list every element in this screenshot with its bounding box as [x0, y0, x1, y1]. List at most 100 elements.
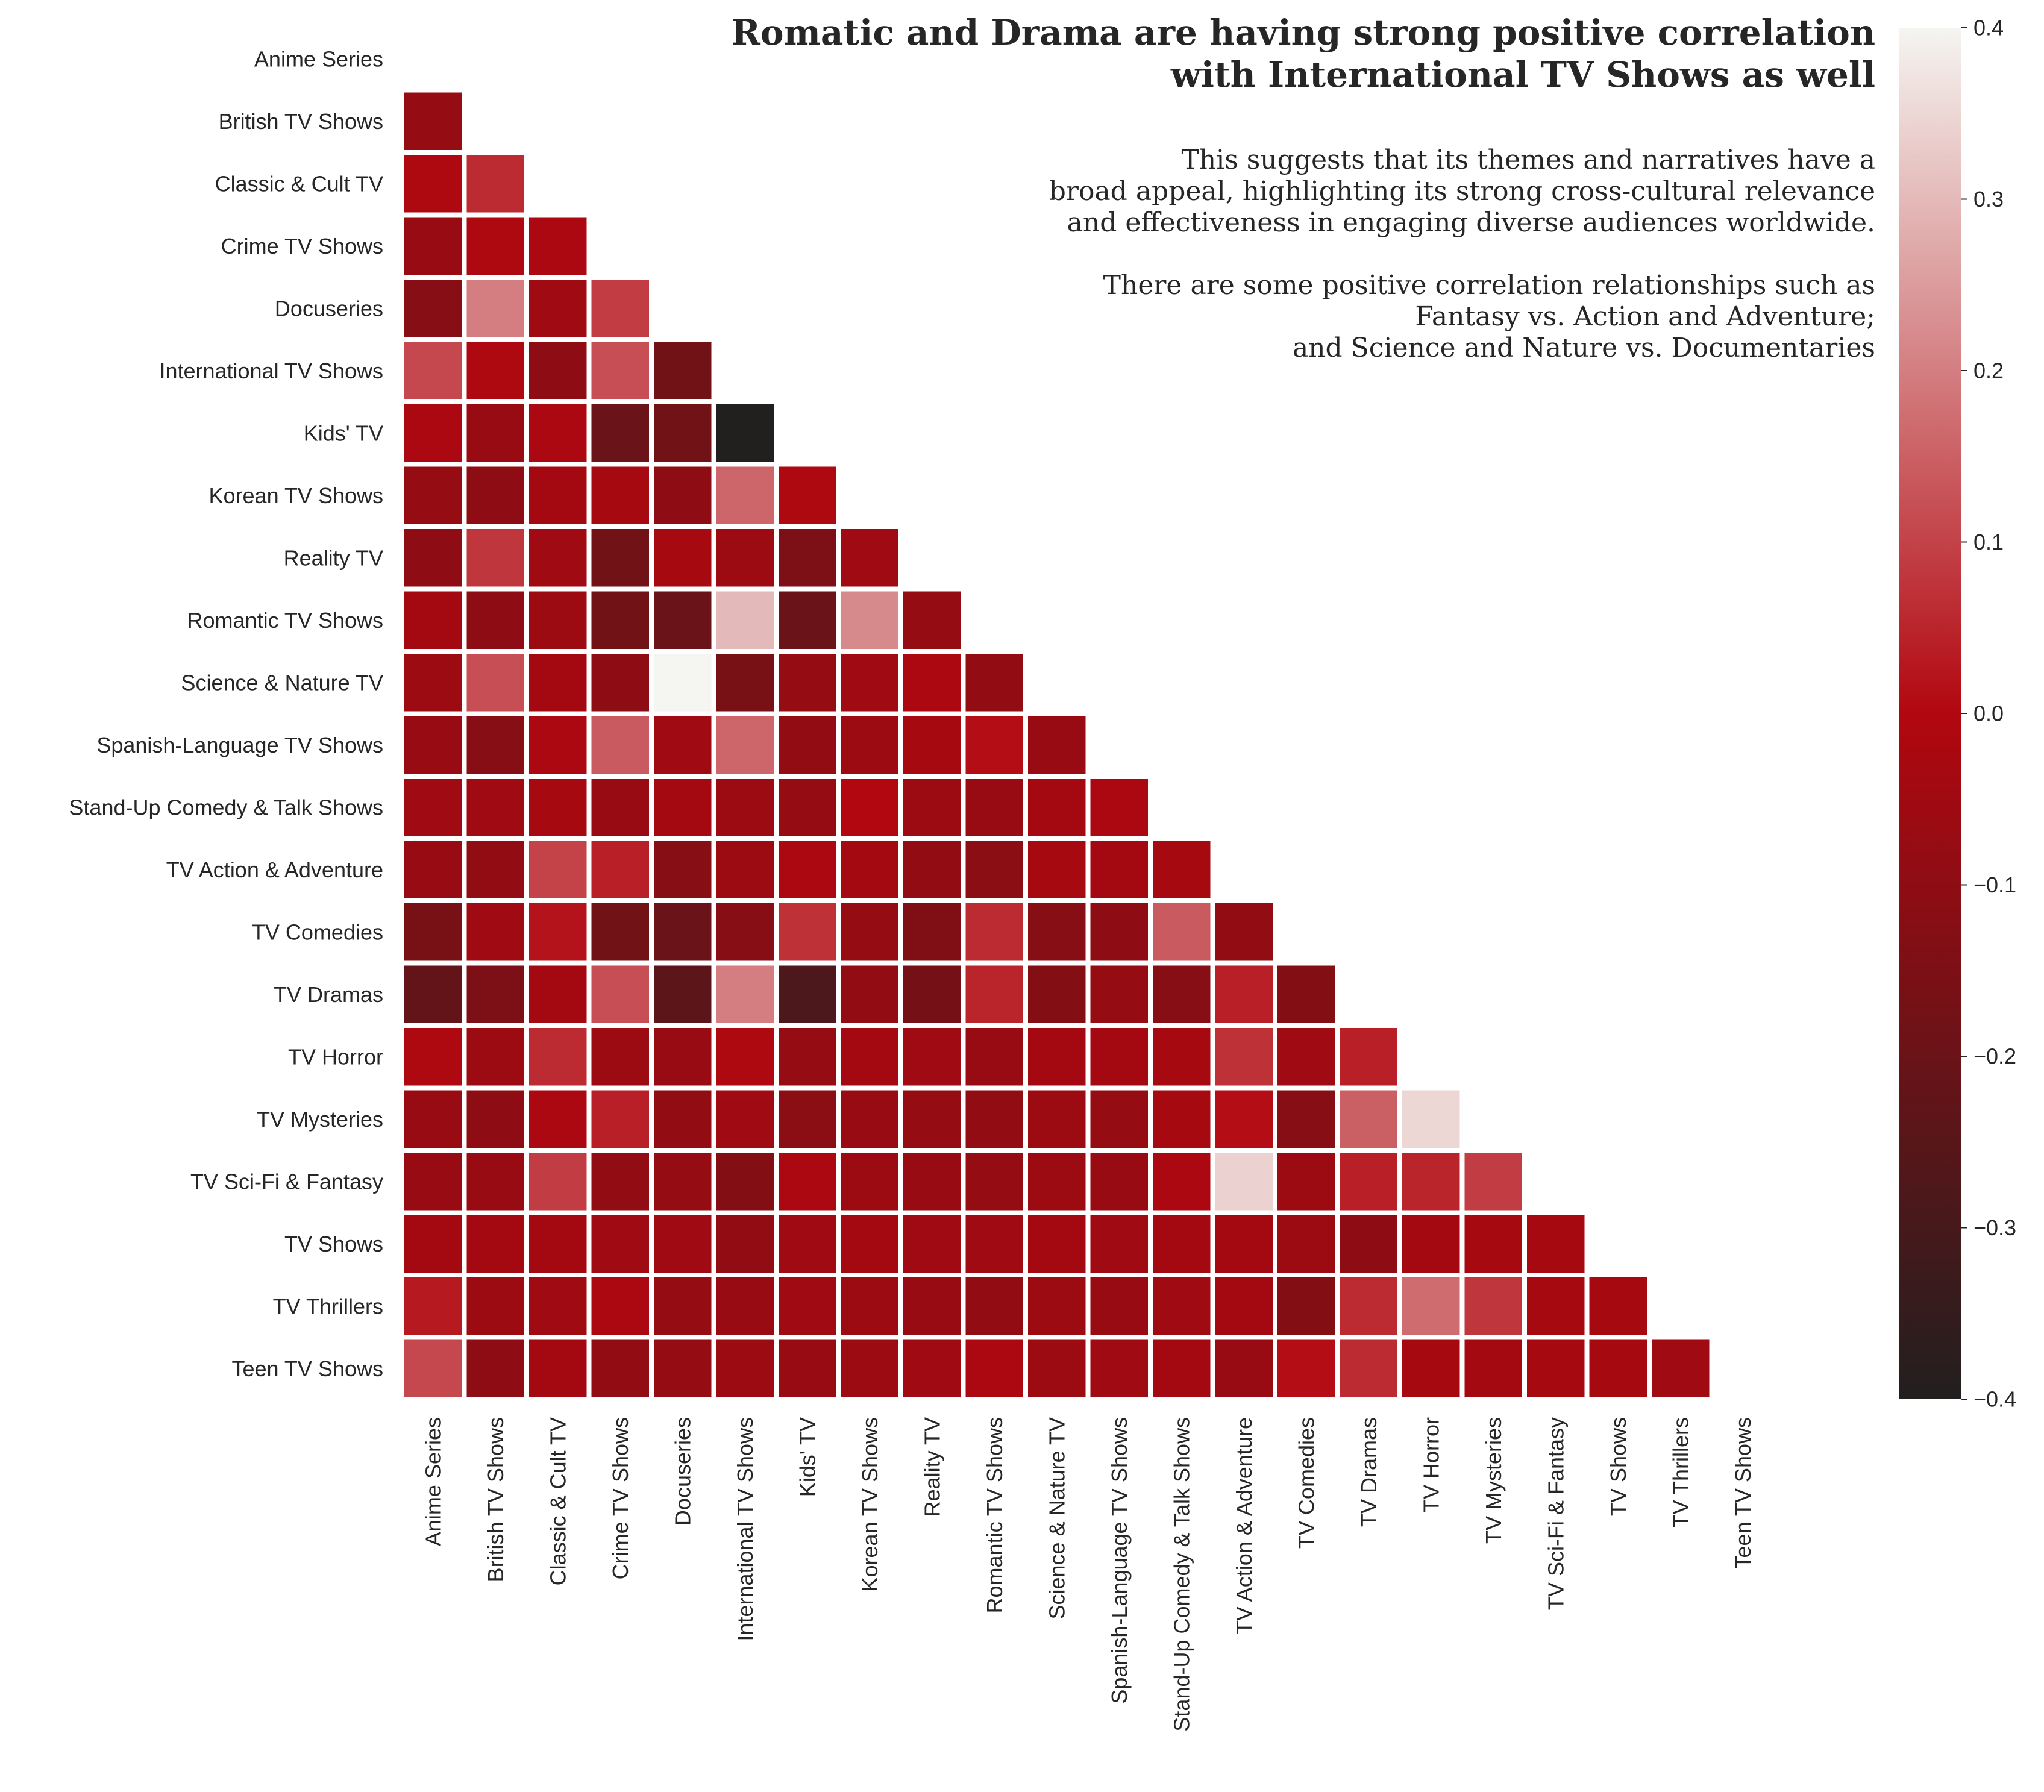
heatmap-cell — [903, 841, 961, 898]
row-label: TV Shows — [284, 1232, 383, 1256]
heatmap-cell — [1153, 1028, 1211, 1086]
heatmap-cell — [1215, 1028, 1273, 1086]
heatmap-cell — [841, 1277, 898, 1335]
heatmap-cell — [1090, 1277, 1148, 1335]
heatmap-cell — [529, 965, 587, 1023]
heatmap-cell — [965, 965, 1023, 1023]
column-label: Anime Series — [421, 1417, 445, 1546]
heatmap-cell — [466, 1277, 524, 1335]
heatmap-cell — [965, 1277, 1023, 1335]
heatmap-cell — [1090, 1153, 1148, 1211]
colorbar-tick-label: −0.3 — [1973, 1215, 2016, 1240]
heatmap-cell — [903, 1339, 961, 1397]
row-label: Science & Nature TV — [181, 670, 384, 695]
heatmap-cell — [529, 1153, 587, 1211]
heatmap-cell — [466, 1215, 524, 1273]
heatmap-cell — [1028, 716, 1086, 774]
heatmap-cell — [1340, 1277, 1397, 1335]
annotation-line: Fantasy vs. Action and Adventure; — [1415, 301, 1875, 332]
heatmap-cell — [841, 779, 898, 836]
heatmap-cells — [404, 92, 1710, 1397]
heatmap-cell — [466, 217, 524, 275]
heatmap-cell — [841, 1090, 898, 1148]
row-labels: Anime Series British TV Shows Classic & Cu… — [69, 46, 383, 1381]
annotation-line: and effectiveness in engaging diverse au… — [1067, 207, 1875, 238]
title-line: Romatic and Drama are having strong posi… — [732, 12, 1875, 53]
heatmap-cell — [466, 841, 524, 898]
heatmap-cell — [779, 1028, 836, 1086]
heatmap-cell — [404, 841, 462, 898]
heatmap-cell — [1028, 965, 1086, 1023]
row-label: TV Sci-Fi & Fantasy — [190, 1169, 383, 1194]
heatmap-cell — [529, 1339, 587, 1397]
heatmap-cell — [841, 1339, 898, 1397]
colorbar-gradient — [1899, 28, 1961, 1399]
column-label: TV Action & Adventure — [1232, 1417, 1256, 1634]
row-label: British TV Shows — [219, 109, 383, 134]
heatmap-cell — [404, 1090, 462, 1148]
heatmap-cell — [965, 1028, 1023, 1086]
heatmap-cell — [591, 903, 649, 961]
heatmap-cell — [404, 716, 462, 774]
heatmap-cell — [1215, 1277, 1273, 1335]
heatmap-cell — [716, 965, 774, 1023]
heatmap-cell — [1090, 1215, 1148, 1273]
colorbar-tick-label: −0.1 — [1973, 873, 2016, 897]
heatmap-cell — [1028, 903, 1086, 961]
heatmap-cell — [529, 1215, 587, 1273]
heatmap-cell — [1527, 1339, 1585, 1397]
heatmap-cell — [716, 1339, 774, 1397]
heatmap-cell — [654, 965, 712, 1023]
heatmap-cell — [1652, 1339, 1710, 1397]
heatmap-cell — [1402, 1277, 1460, 1335]
row-label: Kids' TV — [304, 421, 383, 445]
column-label: TV Shows — [1606, 1417, 1631, 1516]
heatmap-cell — [529, 1090, 587, 1148]
heatmap-cell — [716, 1090, 774, 1148]
heatmap-cell — [1278, 1153, 1335, 1211]
heatmap-cell — [404, 779, 462, 836]
row-label: Reality TV — [284, 545, 383, 570]
heatmap-cell — [466, 1090, 524, 1148]
heatmap-cell — [591, 1215, 649, 1273]
heatmap-cell — [841, 841, 898, 898]
column-label: TV Sci-Fi & Fantasy — [1543, 1417, 1568, 1610]
heatmap-cell — [1278, 1028, 1335, 1086]
heatmap-cell — [1278, 1339, 1335, 1397]
heatmap-cell — [1028, 1277, 1086, 1335]
heatmap-cell — [654, 716, 712, 774]
colorbar-tick-label: 0.0 — [1973, 701, 2004, 726]
heatmap-cell — [1215, 965, 1273, 1023]
heatmap-cell — [654, 1153, 712, 1211]
heatmap-cell — [404, 404, 462, 462]
heatmap-cell — [1028, 1339, 1086, 1397]
heatmap-cell — [1589, 1339, 1647, 1397]
heatmap-cell — [529, 591, 587, 649]
heatmap-cell — [404, 1028, 462, 1086]
heatmap-cell — [716, 903, 774, 961]
heatmap-cell — [404, 466, 462, 524]
column-label: International TV Shows — [733, 1417, 757, 1641]
heatmap-cell — [591, 342, 649, 399]
heatmap-cell — [1589, 1277, 1647, 1335]
column-label: British TV Shows — [483, 1417, 508, 1582]
heatmap-cell — [1402, 1215, 1460, 1273]
heatmap-cell — [779, 1153, 836, 1211]
heatmap-cell — [466, 280, 524, 337]
heatmap-cell — [1028, 1215, 1086, 1273]
heatmap-cell — [1153, 1090, 1211, 1148]
column-label: Spanish-Language TV Shows — [1107, 1417, 1132, 1704]
heatmap-cell — [1527, 1215, 1585, 1273]
heatmap-cell — [529, 217, 587, 275]
heatmap-cell — [779, 903, 836, 961]
heatmap-cell — [466, 466, 524, 524]
heatmap-cell — [779, 716, 836, 774]
annotation-line: and Science and Nature vs. Documentaries — [1293, 333, 1875, 363]
heatmap-cell — [654, 1215, 712, 1273]
row-label: Romantic TV Shows — [187, 608, 383, 633]
heatmap-cell — [466, 779, 524, 836]
heatmap-cell — [965, 1153, 1023, 1211]
heatmap-cell — [716, 1028, 774, 1086]
colorbar-tick-label: 0.2 — [1973, 359, 2004, 383]
heatmap-cell — [1153, 1277, 1211, 1335]
